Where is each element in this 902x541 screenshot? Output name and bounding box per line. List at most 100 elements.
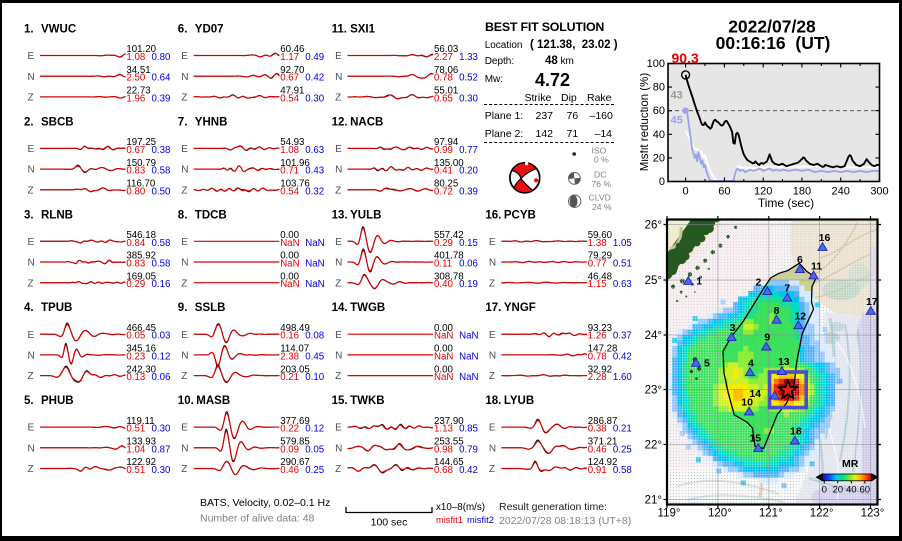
svg-text:RLNB: RLNB (41, 209, 73, 221)
svg-text:SBCB: SBCB (41, 116, 74, 128)
svg-text:E: E (489, 423, 496, 434)
svg-text:0.00: 0.00 (280, 230, 299, 241)
svg-text:0.00: 0.00 (434, 323, 453, 334)
svg-text:78.06: 78.06 (434, 65, 458, 76)
svg-text:TDCB: TDCB (195, 209, 227, 221)
svg-text:0.85: 0.85 (459, 424, 478, 435)
svg-text:34.51: 34.51 (126, 65, 150, 76)
svg-text:0.25: 0.25 (305, 465, 324, 476)
svg-text:9.: 9. (178, 302, 188, 314)
svg-text:93.23: 93.23 (588, 323, 612, 334)
svg-text:8: 8 (774, 305, 780, 317)
svg-text:TWKB: TWKB (350, 395, 385, 407)
svg-text:N: N (28, 443, 35, 454)
svg-text:Z: Z (335, 93, 341, 104)
svg-text:Z: Z (181, 185, 187, 196)
svg-text:242.30: 242.30 (126, 364, 156, 375)
svg-text:10: 10 (741, 397, 753, 409)
svg-text:BATS, Velocity, 0.02–0.1 Hz: BATS, Velocity, 0.02–0.1 Hz (200, 497, 330, 509)
svg-text:1.17: 1.17 (280, 52, 299, 63)
svg-text:TPUB: TPUB (41, 302, 72, 314)
svg-text:2.38: 2.38 (280, 351, 299, 362)
svg-text:0.91: 0.91 (588, 465, 607, 476)
svg-text:0 %: 0 % (594, 155, 609, 165)
svg-text:60: 60 (653, 105, 665, 117)
svg-text:PCYB: PCYB (504, 209, 536, 221)
svg-text:Z: Z (335, 464, 341, 475)
svg-text:5: 5 (704, 357, 710, 369)
svg-text:0.63: 0.63 (305, 145, 324, 156)
svg-text:0.30: 0.30 (152, 465, 171, 476)
svg-text:0.21: 0.21 (613, 424, 632, 435)
svg-text:YULB: YULB (350, 209, 381, 221)
svg-text:0.58: 0.58 (152, 166, 171, 177)
svg-text:0.58: 0.58 (152, 259, 171, 270)
svg-text:124.92: 124.92 (588, 457, 618, 468)
svg-text:0.46: 0.46 (280, 465, 299, 476)
svg-text:120°: 120° (708, 508, 732, 520)
svg-text:0.23: 0.23 (126, 351, 145, 362)
svg-text:180: 180 (793, 186, 811, 198)
svg-text:MR: MR (842, 458, 859, 470)
svg-text:114.07: 114.07 (280, 344, 309, 355)
svg-text:498.49: 498.49 (280, 323, 310, 334)
svg-text:ISO: ISO (592, 146, 607, 156)
svg-text:0.22: 0.22 (280, 424, 299, 435)
svg-text:15: 15 (749, 433, 761, 445)
svg-text:Misfit reduction (%): Misfit reduction (%) (640, 73, 651, 172)
svg-text:Z: Z (181, 371, 187, 382)
svg-text:1: 1 (696, 276, 702, 288)
svg-text:169.05: 169.05 (126, 271, 156, 282)
svg-text:0.03: 0.03 (152, 331, 171, 342)
svg-text:0.20: 0.20 (459, 166, 478, 177)
svg-text:4: 4 (748, 357, 754, 369)
svg-text:Z: Z (489, 371, 495, 382)
svg-text:NACB: NACB (350, 116, 383, 128)
svg-text:Z: Z (181, 278, 187, 289)
svg-text:20: 20 (832, 485, 843, 496)
svg-text:0.78: 0.78 (588, 351, 607, 362)
svg-text:N: N (489, 443, 496, 454)
svg-text:8.: 8. (178, 209, 188, 221)
svg-text:16.: 16. (485, 209, 501, 221)
svg-text:0.05: 0.05 (126, 331, 145, 342)
svg-text:N: N (489, 258, 496, 269)
svg-text:N: N (181, 72, 188, 83)
svg-text:Z: Z (335, 185, 341, 196)
svg-text:60: 60 (859, 485, 870, 496)
svg-text:0.06: 0.06 (152, 372, 171, 383)
svg-text:N: N (181, 165, 188, 176)
svg-text:0.54: 0.54 (280, 186, 299, 197)
svg-text:1.96: 1.96 (126, 93, 145, 104)
svg-text:0.32: 0.32 (305, 186, 324, 197)
svg-text:237.90: 237.90 (434, 416, 464, 427)
svg-text:N: N (335, 258, 342, 269)
svg-text:N: N (181, 258, 188, 269)
svg-text:E: E (181, 51, 188, 62)
svg-text:0.72: 0.72 (434, 186, 453, 197)
svg-text:2: 2 (756, 277, 762, 289)
svg-text:80: 80 (653, 82, 665, 94)
svg-text:103.76: 103.76 (280, 179, 310, 190)
svg-text:17.: 17. (485, 302, 501, 314)
svg-text:0.63: 0.63 (613, 279, 632, 290)
svg-text:2022/07/28: 2022/07/28 (728, 17, 816, 37)
svg-text:E: E (335, 330, 342, 341)
svg-text:345.16: 345.16 (126, 344, 156, 355)
svg-text:0.30: 0.30 (459, 93, 478, 104)
svg-text:0.51: 0.51 (126, 465, 145, 476)
svg-text:NaN: NaN (434, 372, 453, 383)
svg-text:0.42: 0.42 (305, 73, 324, 84)
svg-text:0.77: 0.77 (459, 145, 478, 156)
svg-text:0.98: 0.98 (434, 444, 453, 455)
svg-text:N: N (28, 72, 35, 83)
svg-text:0.16: 0.16 (280, 331, 299, 342)
svg-text:0.00: 0.00 (280, 271, 299, 282)
svg-text:NaN: NaN (280, 238, 299, 249)
svg-text:119°: 119° (658, 508, 681, 520)
svg-text:26°: 26° (645, 220, 662, 232)
svg-text:6.: 6. (178, 24, 188, 36)
svg-text:1.26: 1.26 (588, 331, 607, 342)
svg-text:0.68: 0.68 (434, 465, 453, 476)
svg-text:CLVD: CLVD (589, 193, 611, 203)
